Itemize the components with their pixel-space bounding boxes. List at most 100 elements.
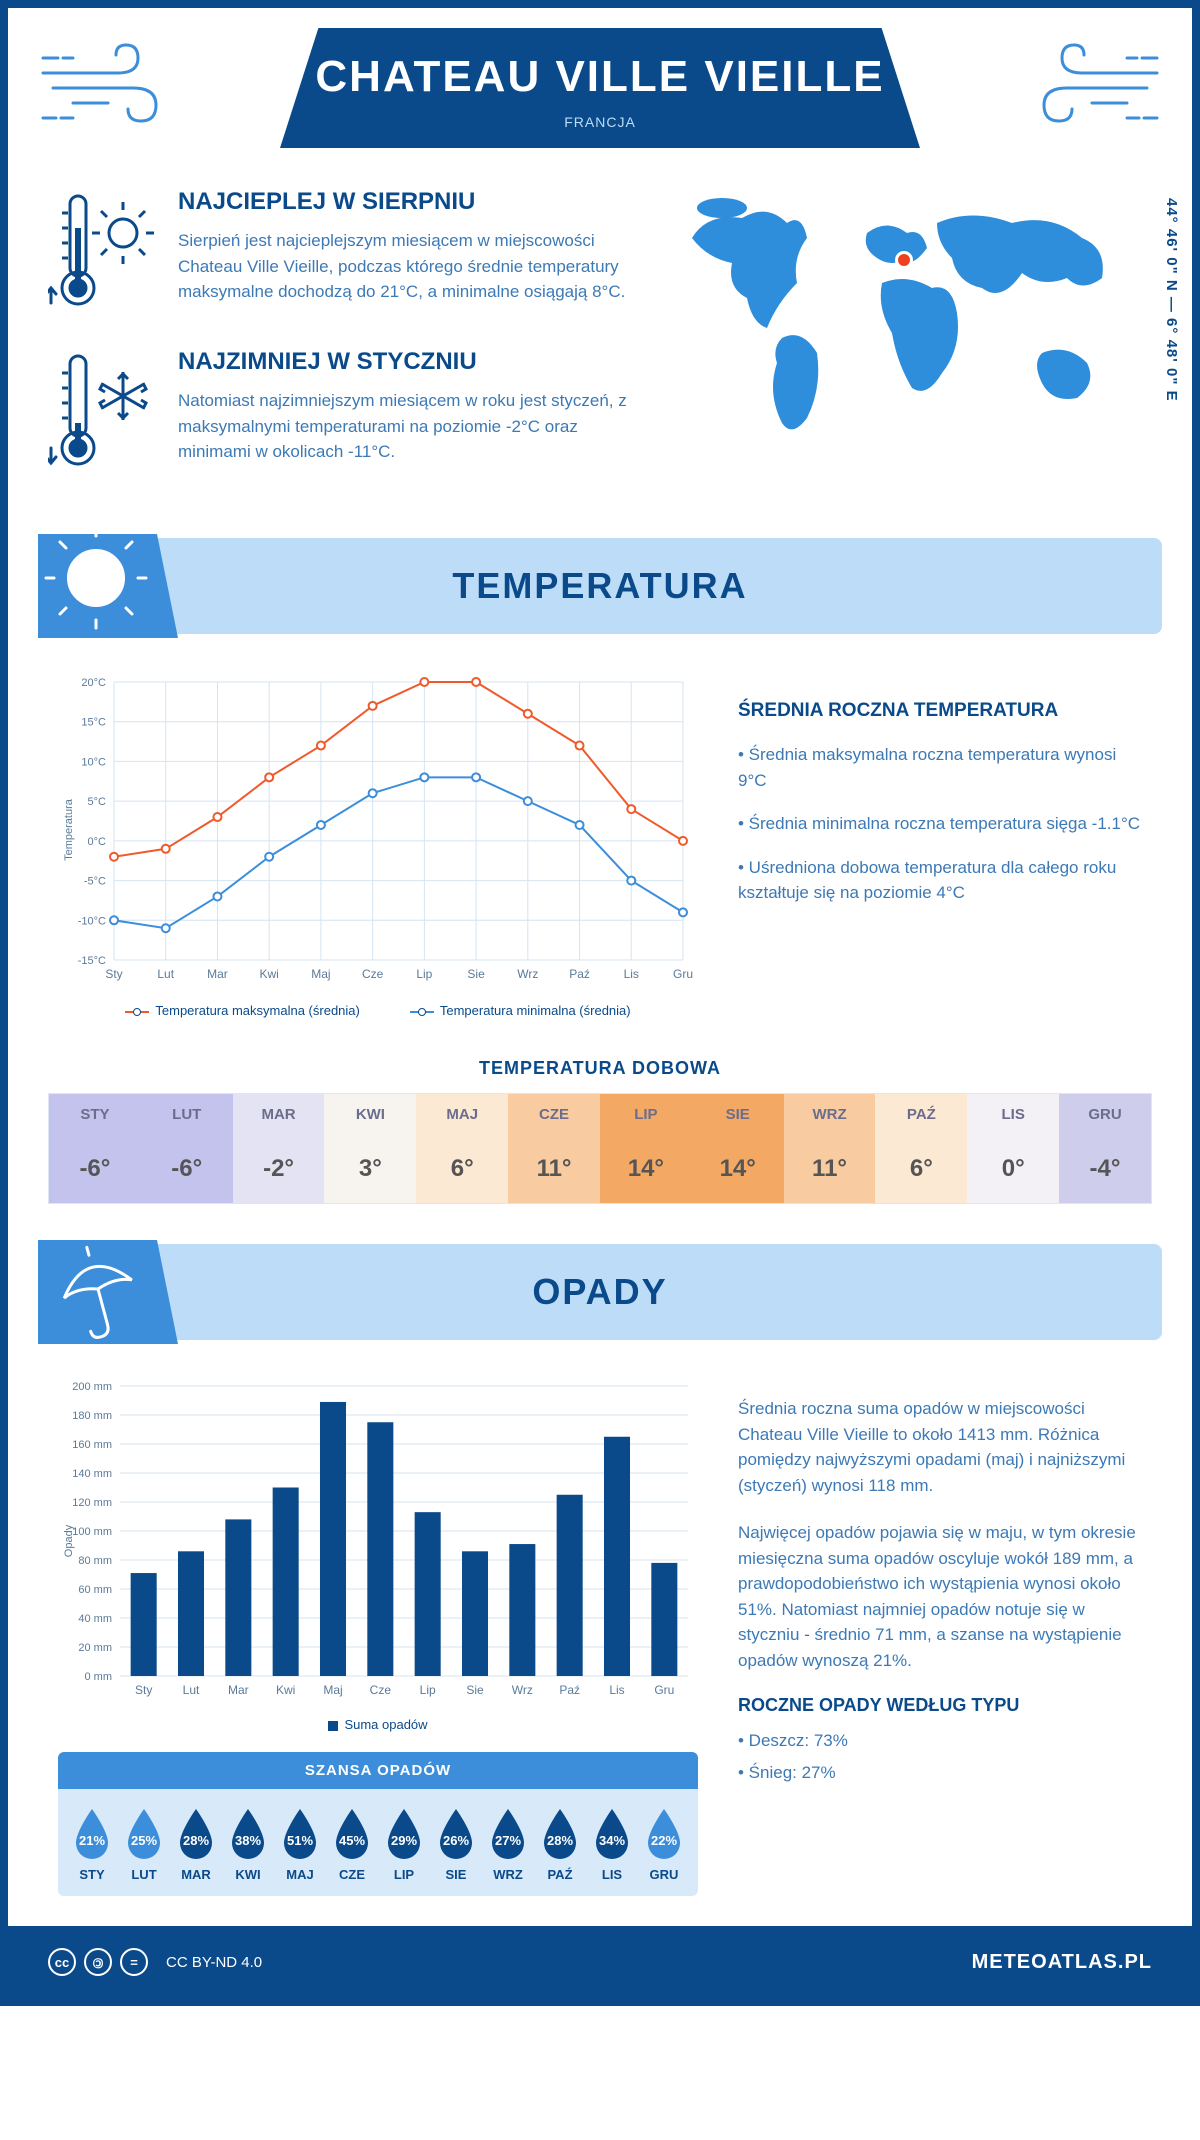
brand-text: METEOATLAS.PL bbox=[972, 1951, 1152, 1974]
header: CHATEAU VILLE VIEILLE FRANCJA bbox=[8, 8, 1192, 178]
precip-legend: Suma opadów bbox=[58, 1717, 698, 1732]
daily-value: 14° bbox=[600, 1135, 692, 1203]
nd-icon: = bbox=[120, 1948, 148, 1976]
svg-text:140 mm: 140 mm bbox=[72, 1468, 112, 1480]
svg-text:Maj: Maj bbox=[311, 967, 330, 981]
daily-cell: STY-6° bbox=[49, 1094, 141, 1203]
chance-drop: 28%MAR bbox=[175, 1807, 217, 1882]
svg-text:Kwi: Kwi bbox=[260, 967, 279, 981]
license-block: cc 🄯 = CC BY-ND 4.0 bbox=[48, 1948, 262, 1976]
svg-text:Lip: Lip bbox=[420, 1683, 436, 1697]
daily-cell: CZE11° bbox=[508, 1094, 600, 1203]
chance-drop: 34%LIS bbox=[591, 1807, 633, 1882]
svg-text:Opady: Opady bbox=[63, 1524, 75, 1557]
svg-text:Temperatura: Temperatura bbox=[63, 798, 75, 861]
daily-cell: MAJ6° bbox=[416, 1094, 508, 1203]
precip-banner: OPADY bbox=[38, 1244, 1162, 1340]
precip-text-1: Średnia roczna suma opadów w miejscowośc… bbox=[738, 1396, 1142, 1498]
daily-cell: SIE14° bbox=[692, 1094, 784, 1203]
svg-text:Lut: Lut bbox=[157, 967, 174, 981]
page-title: CHATEAU VILLE VIEILLE bbox=[310, 52, 890, 102]
temp-info-item: • Średnia maksymalna roczna temperatura … bbox=[738, 742, 1142, 793]
precip-type-title: ROCZNE OPADY WEDŁUG TYPU bbox=[738, 1695, 1142, 1716]
svg-text:100 mm: 100 mm bbox=[72, 1526, 112, 1538]
precip-info: Średnia roczna suma opadów w miejscowośc… bbox=[738, 1376, 1142, 1896]
coldest-title: NAJZIMNIEJ W STYCZNIU bbox=[178, 348, 632, 376]
svg-text:20 mm: 20 mm bbox=[78, 1642, 112, 1654]
daily-value: 11° bbox=[784, 1135, 876, 1203]
svg-text:Lut: Lut bbox=[183, 1683, 200, 1697]
daily-value: -2° bbox=[233, 1135, 325, 1203]
page: CHATEAU VILLE VIEILLE FRANCJA bbox=[0, 0, 1200, 2006]
svg-text:-5°C: -5°C bbox=[84, 876, 106, 888]
page-subtitle: FRANCJA bbox=[310, 114, 890, 130]
svg-text:200 mm: 200 mm bbox=[72, 1381, 112, 1393]
svg-text:Mar: Mar bbox=[228, 1683, 249, 1697]
chance-drop: 25%LUT bbox=[123, 1807, 165, 1882]
daily-value: 6° bbox=[875, 1135, 967, 1203]
svg-text:60 mm: 60 mm bbox=[78, 1584, 112, 1596]
svg-text:-10°C: -10°C bbox=[78, 915, 106, 927]
chance-drop: 38%KWI bbox=[227, 1807, 269, 1882]
warmest-block: NAJCIEPLEJ W SIERPNIU Sierpień jest najc… bbox=[48, 188, 632, 318]
legend-max: Temperatura maksymalna (średnia) bbox=[155, 1003, 359, 1018]
warmest-title: NAJCIEPLEJ W SIERPNIU bbox=[178, 188, 632, 216]
temperature-heading: TEMPERATURA bbox=[452, 565, 747, 607]
svg-text:15°C: 15°C bbox=[81, 717, 106, 729]
daily-temp-title: TEMPERATURA DOBOWA bbox=[8, 1058, 1192, 1079]
svg-text:Gru: Gru bbox=[654, 1683, 674, 1697]
by-icon: 🄯 bbox=[84, 1948, 112, 1976]
svg-text:-15°C: -15°C bbox=[78, 955, 106, 967]
precip-heading: OPADY bbox=[532, 1271, 667, 1313]
license-text: CC BY-ND 4.0 bbox=[166, 1954, 262, 1971]
daily-month: MAR bbox=[233, 1094, 325, 1135]
daily-temp-table: STY-6°LUT-6°MAR-2°KWI3°MAJ6°CZE11°LIP14°… bbox=[48, 1093, 1152, 1204]
svg-text:Sie: Sie bbox=[466, 1683, 484, 1697]
title-banner: CHATEAU VILLE VIEILLE FRANCJA bbox=[280, 28, 920, 148]
precip-text-2: Najwięcej opadów pojawia się w maju, w t… bbox=[738, 1520, 1142, 1673]
daily-month: CZE bbox=[508, 1094, 600, 1135]
daily-value: 3° bbox=[324, 1135, 416, 1203]
daily-month: LUT bbox=[141, 1094, 233, 1135]
coldest-block: NAJZIMNIEJ W STYCZNIU Natomiast najzimni… bbox=[48, 348, 632, 478]
svg-text:Maj: Maj bbox=[323, 1683, 342, 1697]
daily-cell: LUT-6° bbox=[141, 1094, 233, 1203]
svg-text:Cze: Cze bbox=[362, 967, 384, 981]
svg-text:Lip: Lip bbox=[416, 967, 432, 981]
svg-text:Lis: Lis bbox=[624, 967, 639, 981]
coldest-text: Natomiast najzimniejszym miesiącem w rok… bbox=[178, 388, 632, 465]
coordinates: 44° 46' 0" N — 6° 48' 0" E bbox=[1163, 198, 1180, 402]
svg-text:Sty: Sty bbox=[105, 967, 122, 981]
svg-text:Gru: Gru bbox=[673, 967, 693, 981]
temp-info-item: • Uśredniona dobowa temperatura dla całe… bbox=[738, 855, 1142, 906]
daily-month: MAJ bbox=[416, 1094, 508, 1135]
world-map-icon bbox=[672, 188, 1132, 458]
chance-drop: 51%MAJ bbox=[279, 1807, 321, 1882]
svg-text:Wrz: Wrz bbox=[517, 967, 538, 981]
chance-drop: 28%PAŹ bbox=[539, 1807, 581, 1882]
temperature-banner: TEMPERATURA bbox=[38, 538, 1162, 634]
umbrella-icon bbox=[38, 1234, 168, 1344]
precip-type-item: • Deszcz: 73% bbox=[738, 1728, 1142, 1754]
sun-icon bbox=[38, 528, 168, 638]
daily-value: 11° bbox=[508, 1135, 600, 1203]
wind-icon-right bbox=[1022, 33, 1162, 133]
svg-text:Sty: Sty bbox=[135, 1683, 152, 1697]
daily-value: 6° bbox=[416, 1135, 508, 1203]
daily-month: WRZ bbox=[784, 1094, 876, 1135]
svg-text:Paź: Paź bbox=[559, 1683, 580, 1697]
svg-text:40 mm: 40 mm bbox=[78, 1613, 112, 1625]
daily-value: -4° bbox=[1059, 1135, 1151, 1203]
chance-drop: 22%GRU bbox=[643, 1807, 685, 1882]
svg-text:Kwi: Kwi bbox=[276, 1683, 295, 1697]
chance-drop: 29%LIP bbox=[383, 1807, 425, 1882]
svg-text:0°C: 0°C bbox=[88, 836, 107, 848]
warmest-text: Sierpień jest najcieplejszym miesiącem w… bbox=[178, 228, 632, 305]
daily-cell: LIP14° bbox=[600, 1094, 692, 1203]
intro-section: NAJCIEPLEJ W SIERPNIU Sierpień jest najc… bbox=[8, 178, 1192, 538]
chance-box: SZANSA OPADÓW 21%STY25%LUT28%MAR38%KWI51… bbox=[58, 1752, 698, 1896]
daily-cell: PAŹ6° bbox=[875, 1094, 967, 1203]
daily-cell: GRU-4° bbox=[1059, 1094, 1151, 1203]
daily-cell: LIS0° bbox=[967, 1094, 1059, 1203]
chance-drop: 27%WRZ bbox=[487, 1807, 529, 1882]
